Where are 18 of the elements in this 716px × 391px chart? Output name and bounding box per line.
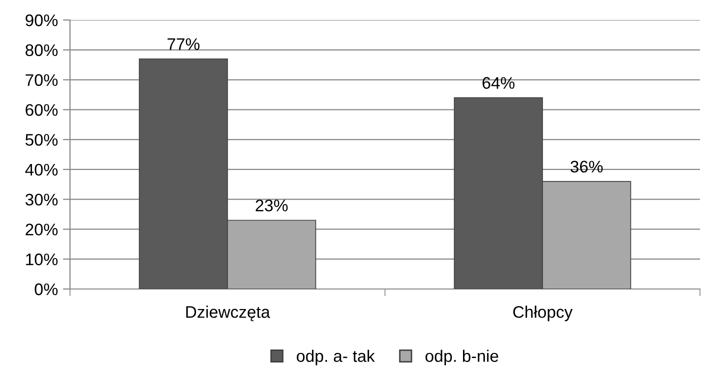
y-tick-label: 10% [26, 254, 58, 266]
y-tick-label: 40% [25, 164, 58, 176]
y-tick-label: 30% [25, 194, 58, 206]
legend-label: odp. b-nie [426, 350, 498, 366]
data-label: 64% [482, 77, 514, 89]
data-label: 23% [256, 200, 288, 212]
data-label: 36% [570, 160, 603, 173]
y-tick-label: 0% [34, 283, 58, 296]
legend-label: odp. a- tak [296, 350, 375, 366]
y-tick-label: 20% [26, 224, 58, 236]
x-tick-label: Chłopcy [513, 306, 573, 322]
y-tick-label: 70% [26, 74, 58, 86]
y-tick-label: 90% [26, 14, 58, 26]
data-label: 77% [168, 38, 200, 50]
y-tick-label: 60% [26, 104, 58, 116]
y-tick-label: 50% [26, 134, 58, 146]
x-tick-label: Dziewczęta [186, 306, 270, 322]
y-tick-label: 80% [26, 44, 58, 56]
